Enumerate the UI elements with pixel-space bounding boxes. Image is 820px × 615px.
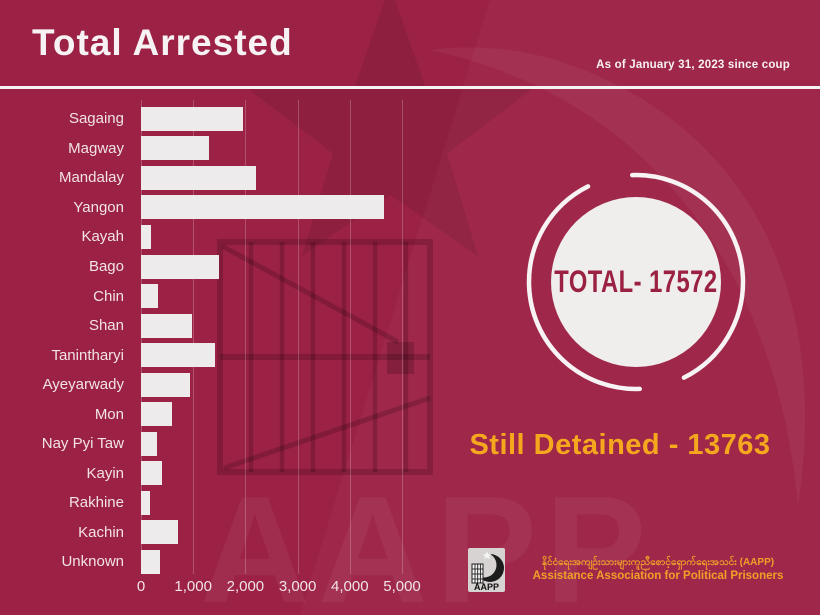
bar-row: Unknown <box>0 547 820 577</box>
bar <box>141 136 209 161</box>
category-label: Unknown <box>61 553 124 571</box>
bar-row: Kayah <box>0 222 820 252</box>
category-label: Kayah <box>81 228 124 246</box>
aapp-watermark-text: AAPP <box>200 465 655 615</box>
footer-org-block: AAPP နိုင်ငံရေးအကျဉ်းသားများကူညီစောင့်ရှ… <box>468 548 804 592</box>
category-label: Kayin <box>86 464 124 482</box>
page-title: Total Arrested <box>32 22 293 63</box>
org-name-burmese: နိုင်ငံရေးအကျဉ်းသားများကူညီစောင့်ရှောက်ရ… <box>541 557 775 569</box>
bar <box>141 549 160 574</box>
bar-row: Kachin <box>0 518 820 548</box>
bar <box>141 254 219 279</box>
bar <box>141 224 151 249</box>
total-circle-ring <box>526 172 746 392</box>
category-label: Shan <box>88 317 124 335</box>
bar <box>141 402 172 427</box>
category-label: Tanintharyi <box>51 346 124 364</box>
category-label: Mandalay <box>58 169 124 187</box>
prison-gate-watermark-icon <box>217 239 433 475</box>
gridline <box>402 100 403 574</box>
aapp-logo-icon: AAPP <box>468 548 505 592</box>
date-note: As of January 31, 2023 since coup <box>596 59 790 71</box>
org-name-english: Assistance Association for Political Pri… <box>532 569 784 582</box>
bar-row: Ayeyarwady <box>0 370 820 400</box>
star-watermark-icon <box>247 0 533 257</box>
still-detained-label: Still Detained - 13763 <box>469 429 771 461</box>
bar <box>141 106 243 131</box>
category-label: Magway <box>68 139 124 157</box>
bar <box>141 372 190 397</box>
bar-row: Mandalay <box>0 163 820 193</box>
bar <box>141 343 215 368</box>
header-divider <box>0 86 820 89</box>
aapp-logo-text: AAPP <box>474 582 499 592</box>
gridline <box>297 100 299 574</box>
category-label: Kachin <box>78 523 124 541</box>
bar <box>141 195 384 220</box>
x-tick-label: 2,000 <box>226 578 265 595</box>
bar-row: Chin <box>0 281 820 311</box>
category-label: Yangon <box>73 198 124 216</box>
bar <box>141 490 150 515</box>
category-label: Mon <box>94 405 124 423</box>
bar <box>141 165 256 190</box>
bar-row: Sagaing <box>0 104 820 134</box>
category-label: Chin <box>93 287 124 305</box>
crescent-watermark-icon <box>430 47 806 505</box>
bar <box>141 431 157 456</box>
bar <box>141 520 178 545</box>
category-label: Sagaing <box>68 110 124 128</box>
x-tick-label: 3,000 <box>278 578 317 595</box>
bar-row: Tanintharyi <box>0 340 820 370</box>
bar-chart: Sagaing Magway Mandalay Yangon Kayah Bago Chin… <box>0 104 820 577</box>
x-tick-label: 5,000 <box>383 578 421 595</box>
x-tick-label: 0 <box>136 578 146 595</box>
bar-row: Nay Pyi Taw <box>0 429 820 459</box>
category-label: Rakhine <box>68 494 124 512</box>
category-label: Bago <box>88 258 124 275</box>
bar-row: Shan <box>0 311 820 341</box>
bar-row: Kayin <box>0 459 820 489</box>
total-circle: TOTAL- 17572 <box>551 197 721 367</box>
gridline <box>193 100 195 574</box>
bar <box>141 313 192 338</box>
bar <box>141 284 159 309</box>
gridline <box>245 100 247 574</box>
bar <box>141 461 162 486</box>
bar-row: Yangon <box>0 193 820 223</box>
x-tick-label: 1,000 <box>174 578 212 595</box>
gridline <box>349 100 351 574</box>
category-label: Nay Pyi Taw <box>41 435 124 453</box>
total-label: TOTAL- 17572 <box>554 263 718 299</box>
org-names: နိုင်ငံရေးအကျဉ်းသားများကူညီစောင့်ရှောက်ရ… <box>512 556 804 583</box>
x-tick-label: 4,000 <box>331 578 369 595</box>
category-label: Ayeyarwady <box>42 376 124 394</box>
bar-row: Magway <box>0 134 820 164</box>
bar-row: Mon <box>0 399 820 429</box>
bar-row: Bago <box>0 252 820 282</box>
bar-row: Rakhine <box>0 488 820 518</box>
